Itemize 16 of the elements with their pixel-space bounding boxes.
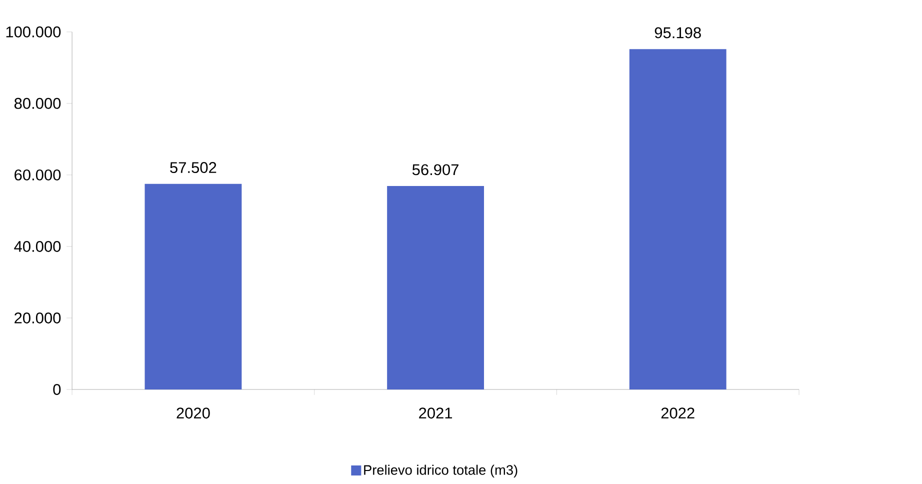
y-tick-label: 40.000 — [14, 240, 61, 252]
bar — [629, 48, 726, 390]
x-tick-label: 2020 — [176, 407, 210, 418]
x-tick-label: 2022 — [661, 407, 694, 418]
legend-label: Prelievo idrico totale (m3) — [364, 464, 518, 478]
bar — [387, 186, 484, 390]
y-tick-label: 60.000 — [14, 169, 61, 180]
data-label: 56.907 — [412, 164, 458, 176]
data-label: 95.198 — [654, 27, 701, 38]
y-tick-label: 20.000 — [14, 312, 61, 324]
y-tick-label: 80.000 — [14, 98, 61, 109]
data-label: 57.502 — [170, 162, 216, 173]
bar — [144, 184, 242, 390]
y-tick-label: 100.000 — [6, 26, 61, 38]
x-tick-label: 2021 — [419, 407, 452, 418]
y-tick-label: 0 — [53, 384, 61, 395]
